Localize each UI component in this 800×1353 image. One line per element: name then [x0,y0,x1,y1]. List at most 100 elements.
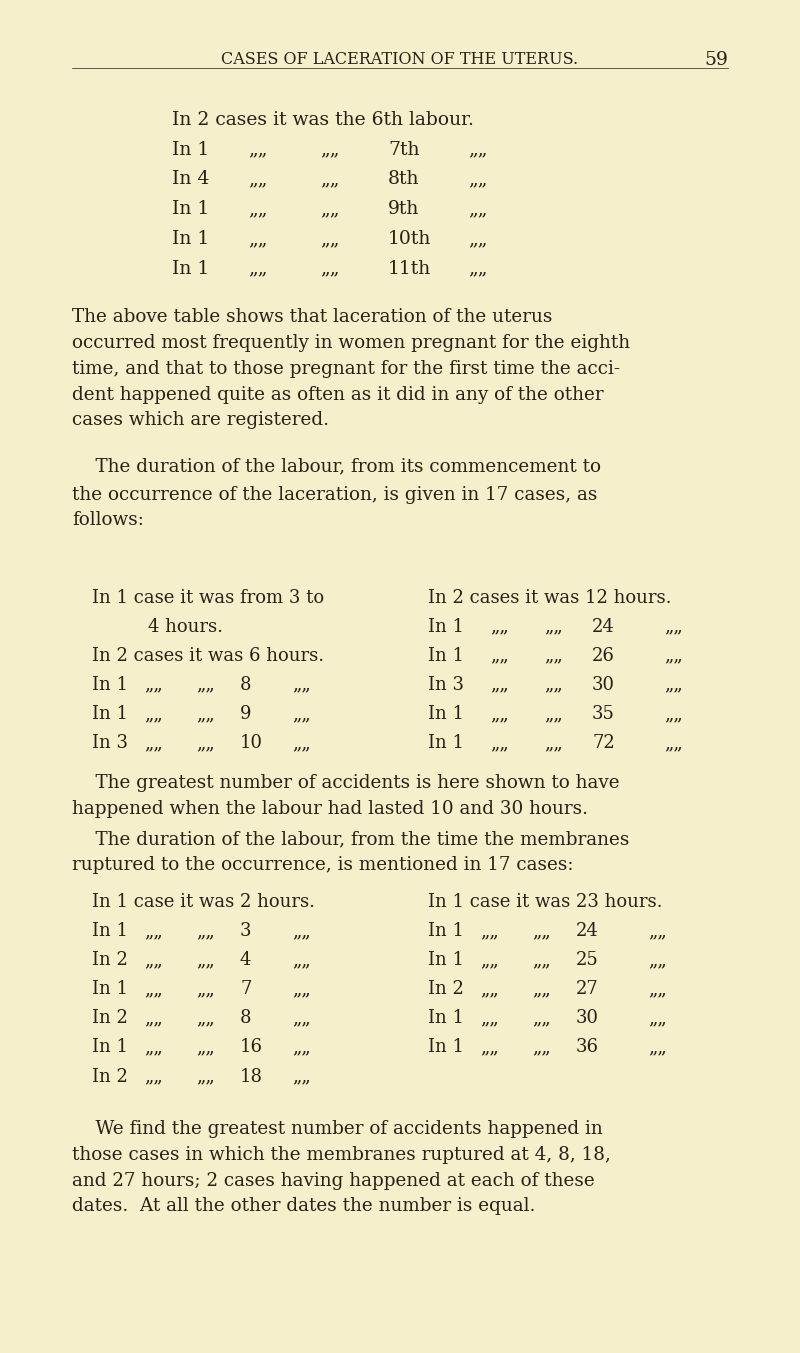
Text: „„: „„ [468,230,487,248]
Text: „„: „„ [320,141,339,158]
Text: „„: „„ [664,618,682,636]
Text: „„: „„ [544,705,562,723]
Text: In 1: In 1 [428,1009,464,1027]
Text: „„: „„ [292,951,310,969]
Text: 4: 4 [240,951,251,969]
Text: „„: „„ [480,981,498,999]
Text: „„: „„ [248,170,267,188]
Text: „„: „„ [196,1009,214,1027]
Text: „„: „„ [196,733,214,752]
Text: „„: „„ [292,733,310,752]
Text: The duration of the labour, from the time the membranes
ruptured to the occurren: The duration of the labour, from the tim… [72,831,630,874]
Text: „„: „„ [468,170,487,188]
Text: In 1: In 1 [172,141,210,158]
Text: „„: „„ [532,923,550,940]
Text: „„: „„ [292,676,310,694]
Text: 24: 24 [576,923,598,940]
Text: 35: 35 [592,705,615,723]
Text: In 1: In 1 [428,1039,464,1057]
Text: 59: 59 [704,51,728,69]
Text: In 1: In 1 [428,733,464,752]
Text: „„: „„ [196,705,214,723]
Text: In 1: In 1 [92,676,128,694]
Text: „„: „„ [648,1039,666,1057]
Text: In 2 cases it was the 6th labour.: In 2 cases it was the 6th labour. [172,111,474,129]
Text: CASES OF LACERATION OF THE UTERUS.: CASES OF LACERATION OF THE UTERUS. [222,51,578,69]
Text: In 4: In 4 [172,170,210,188]
Text: 8th: 8th [388,170,419,188]
Text: „„: „„ [648,951,666,969]
Text: „„: „„ [292,981,310,999]
Text: „„: „„ [320,260,339,277]
Text: „„: „„ [480,1039,498,1057]
Text: „„: „„ [532,981,550,999]
Text: 18: 18 [240,1068,263,1085]
Text: „„: „„ [196,981,214,999]
Text: In 1: In 1 [92,1039,128,1057]
Text: „„: „„ [490,618,509,636]
Text: „„: „„ [320,170,339,188]
Text: „„: „„ [292,1009,310,1027]
Text: „„: „„ [320,230,339,248]
Text: „„: „„ [544,618,562,636]
Text: 4 hours.: 4 hours. [148,618,223,636]
Text: „„: „„ [532,951,550,969]
Text: In 1: In 1 [428,923,464,940]
Text: „„: „„ [664,647,682,664]
Text: 7th: 7th [388,141,419,158]
Text: In 1: In 1 [172,200,210,218]
Text: „„: „„ [144,981,162,999]
Text: „„: „„ [480,923,498,940]
Text: In 1: In 1 [428,618,464,636]
Text: 26: 26 [592,647,615,664]
Text: „„: „„ [648,923,666,940]
Text: „„: „„ [144,705,162,723]
Text: „„: „„ [248,230,267,248]
Text: „„: „„ [664,733,682,752]
Text: „„: „„ [480,951,498,969]
Text: „„: „„ [664,676,682,694]
Text: 25: 25 [576,951,598,969]
Text: 9th: 9th [388,200,419,218]
Text: In 3: In 3 [92,733,128,752]
Text: The above table shows that laceration of the uterus
occurred most frequently in : The above table shows that laceration of… [72,308,630,429]
Text: „„: „„ [664,705,682,723]
Text: 3: 3 [240,923,251,940]
Text: „„: „„ [248,200,267,218]
Text: „„: „„ [648,981,666,999]
Text: „„: „„ [292,1068,310,1085]
Text: In 1: In 1 [172,260,210,277]
Text: „„: „„ [196,676,214,694]
Text: „„: „„ [144,1009,162,1027]
Text: „„: „„ [292,923,310,940]
Text: „„: „„ [196,1039,214,1057]
Text: „„: „„ [196,923,214,940]
Text: In 1: In 1 [428,705,464,723]
Text: 24: 24 [592,618,614,636]
Text: the occurrence of the laceration, is given in 17 cases, as
follows:: the occurrence of the laceration, is giv… [72,486,598,529]
Text: „„: „„ [648,1009,666,1027]
Text: „„: „„ [468,200,487,218]
Text: 36: 36 [576,1039,599,1057]
Text: In 2 cases it was 12 hours.: In 2 cases it was 12 hours. [428,589,671,606]
Text: In 1: In 1 [172,230,210,248]
Text: „„: „„ [532,1009,550,1027]
Text: „„: „„ [532,1039,550,1057]
Text: „„: „„ [544,733,562,752]
Text: In 1 case it was 2 hours.: In 1 case it was 2 hours. [92,893,315,911]
Text: „„: „„ [292,705,310,723]
Text: „„: „„ [144,1068,162,1085]
Text: In 1: In 1 [428,647,464,664]
Text: „„: „„ [468,260,487,277]
Text: We find the greatest number of accidents happened in
those cases in which the me: We find the greatest number of accidents… [72,1120,611,1215]
Text: „„: „„ [144,733,162,752]
Text: In 2: In 2 [428,981,464,999]
Text: In 1: In 1 [428,951,464,969]
Text: „„: „„ [490,705,509,723]
Text: 7: 7 [240,981,251,999]
Text: In 1 case it was 23 hours.: In 1 case it was 23 hours. [428,893,662,911]
Text: „„: „„ [468,141,487,158]
Text: „„: „„ [144,951,162,969]
Text: In 2 cases it was 6 hours.: In 2 cases it was 6 hours. [92,647,324,664]
Text: „„: „„ [248,260,267,277]
